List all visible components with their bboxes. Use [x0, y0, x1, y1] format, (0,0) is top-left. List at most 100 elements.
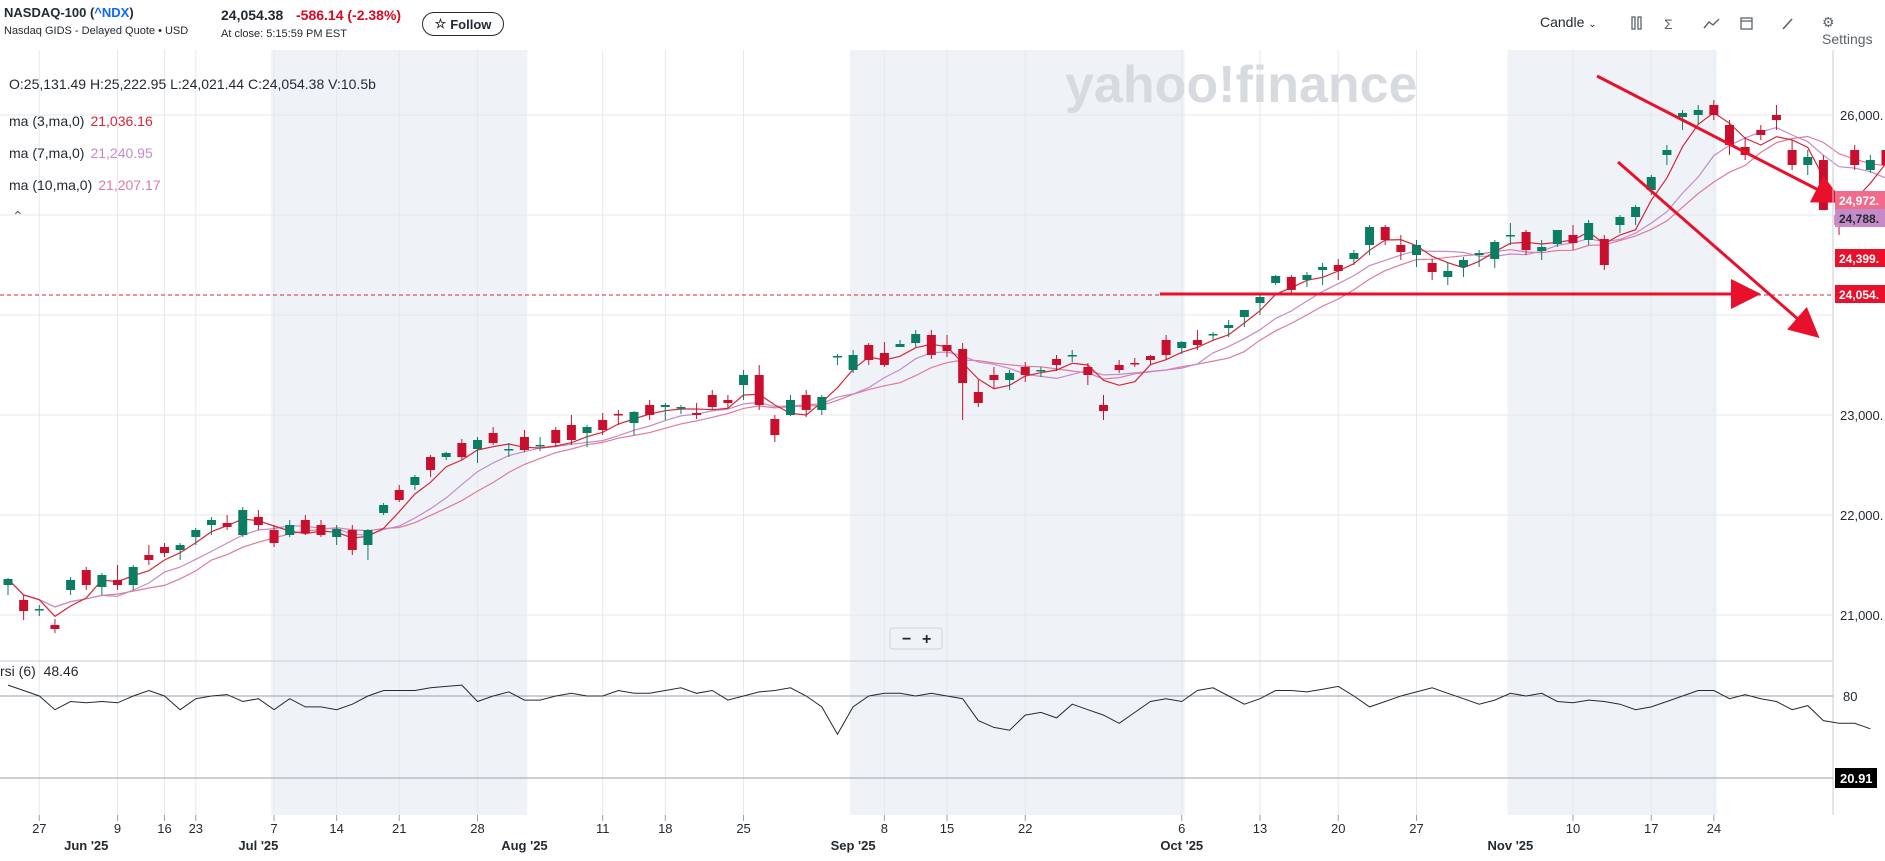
candle-120: [1881, 150, 1885, 165]
chart-toolbar-icons: Σ: [1631, 16, 1793, 32]
candle-body: [551, 430, 561, 443]
candle-body: [1052, 359, 1062, 365]
candle-81: [1271, 275, 1281, 285]
candle-body: [1771, 115, 1781, 120]
settings-button[interactable]: ⚙ Settings: [1822, 14, 1873, 47]
candle-46: [723, 395, 733, 408]
candle-body: [1114, 365, 1124, 370]
candle-body: [81, 570, 91, 585]
time-axis: 27 9 16 23 7 14 21 28 11 18 25 8 15 22 6 13 20 27 10 17 24 Ju…: [32, 815, 1721, 853]
time-tick-label: 24: [1707, 821, 1721, 836]
candle-9: [144, 545, 154, 565]
candle-38: [598, 413, 608, 435]
candle-88: [1380, 225, 1390, 245]
candle-body: [332, 529, 342, 537]
candle-96: [1505, 223, 1515, 245]
candle-body: [1224, 325, 1234, 328]
candle-body: [34, 609, 44, 611]
drawing-trend-icon[interactable]: [1703, 18, 1720, 29]
candle-61: [958, 343, 968, 420]
rsi-legend[interactable]: rsi (6) 48.46: [0, 663, 79, 679]
candle-106: [1662, 145, 1672, 165]
candle-body: [1005, 373, 1015, 380]
price-tick-label: 23,000.: [1840, 408, 1883, 423]
candle-86: [1349, 250, 1359, 265]
candle-body: [1537, 247, 1547, 251]
candle-body: [347, 530, 357, 550]
candle-body: [473, 440, 482, 449]
collapse-legend-icon[interactable]: ⌃: [12, 208, 24, 224]
indicators-icon[interactable]: Σ: [1664, 16, 1673, 32]
price-tag-label: 24,972.: [1839, 194, 1879, 208]
candle-body: [1208, 334, 1218, 336]
candle-body: [566, 425, 576, 440]
candle-62: [973, 380, 983, 407]
candle-77: [1208, 332, 1218, 340]
calendar-icon[interactable]: [1740, 17, 1753, 30]
candle-69: [1083, 363, 1093, 385]
candle-34: [535, 437, 545, 451]
zoom-out-button[interactable]: −: [902, 631, 911, 648]
candle-39: [613, 410, 623, 425]
watermark: yahoo!finance: [1065, 56, 1418, 114]
month-label: Oct '25: [1160, 838, 1203, 853]
candle-119: [1865, 155, 1875, 173]
ma-legend-10[interactable]: ma (10,ma,0) 21,207.17: [9, 177, 161, 193]
chart-type-select[interactable]: Candle ⌄: [1540, 14, 1597, 30]
time-tick-label: 18: [658, 821, 672, 836]
candle-body: [1803, 157, 1813, 165]
rsi-pane: 80 20.91: [0, 684, 1877, 788]
ma-legend-3[interactable]: ma (3,ma,0) 21,036.16: [9, 113, 153, 129]
candle-body: [1850, 150, 1860, 165]
zoom-in-button[interactable]: +: [922, 631, 931, 648]
candle-15: [238, 507, 248, 537]
candle-body: [457, 443, 467, 457]
candle-body: [426, 457, 436, 470]
zoom-controls[interactable]: − +: [889, 627, 943, 650]
time-tick-label: 27: [1409, 821, 1423, 836]
exchange-info: Nasdaq GIDS - Delayed Quote • USD: [4, 25, 189, 37]
follow-button[interactable]: ☆ Follow: [422, 12, 504, 36]
compare-icon[interactable]: [1631, 16, 1642, 30]
price-tag-1: [1835, 209, 1885, 227]
candle-body: [739, 375, 749, 385]
price-tag-0: [1835, 191, 1885, 209]
candle-58: [911, 330, 921, 347]
candle-10: [160, 543, 169, 557]
candle-1: [19, 595, 29, 620]
candle-body: [1036, 370, 1046, 372]
candle-body: [1255, 297, 1265, 303]
ohlc-legend: O:25,131.49 H:25,222.95 L:24,021.44 C:24…: [9, 76, 376, 92]
candle-body: [363, 530, 373, 545]
candle-20: [316, 520, 326, 537]
rsi-tick-80: 80: [1843, 689, 1857, 704]
candle-body: [50, 625, 60, 629]
candle-12: [191, 528, 201, 545]
candle-65: [1020, 362, 1030, 382]
candle-body: [786, 400, 795, 415]
candle-108: [1693, 105, 1703, 125]
candle-109: [1709, 100, 1719, 120]
candle-53: [832, 354, 842, 365]
gridlines: [0, 50, 1833, 815]
ma-legend-7[interactable]: ma (7,ma,0) 21,240.95: [9, 145, 153, 161]
candle-body: [285, 525, 295, 535]
time-tick-label: 16: [157, 821, 171, 836]
candle-19: [300, 515, 310, 535]
candle-89: [1396, 235, 1406, 260]
candle-body: [958, 349, 968, 383]
candle-78: [1224, 320, 1234, 337]
candle-102: [1599, 235, 1609, 270]
candle-36: [566, 415, 576, 445]
candle-43: [676, 405, 686, 414]
pencil-icon[interactable]: [1782, 18, 1793, 30]
candle-body: [707, 395, 717, 407]
candle-body: [97, 575, 107, 587]
candle-42: [660, 403, 670, 420]
candle-37: [582, 425, 592, 447]
candle-body: [379, 505, 389, 513]
candle-body: [269, 530, 279, 543]
candle-body: [895, 344, 905, 347]
candle-body: [723, 400, 733, 403]
